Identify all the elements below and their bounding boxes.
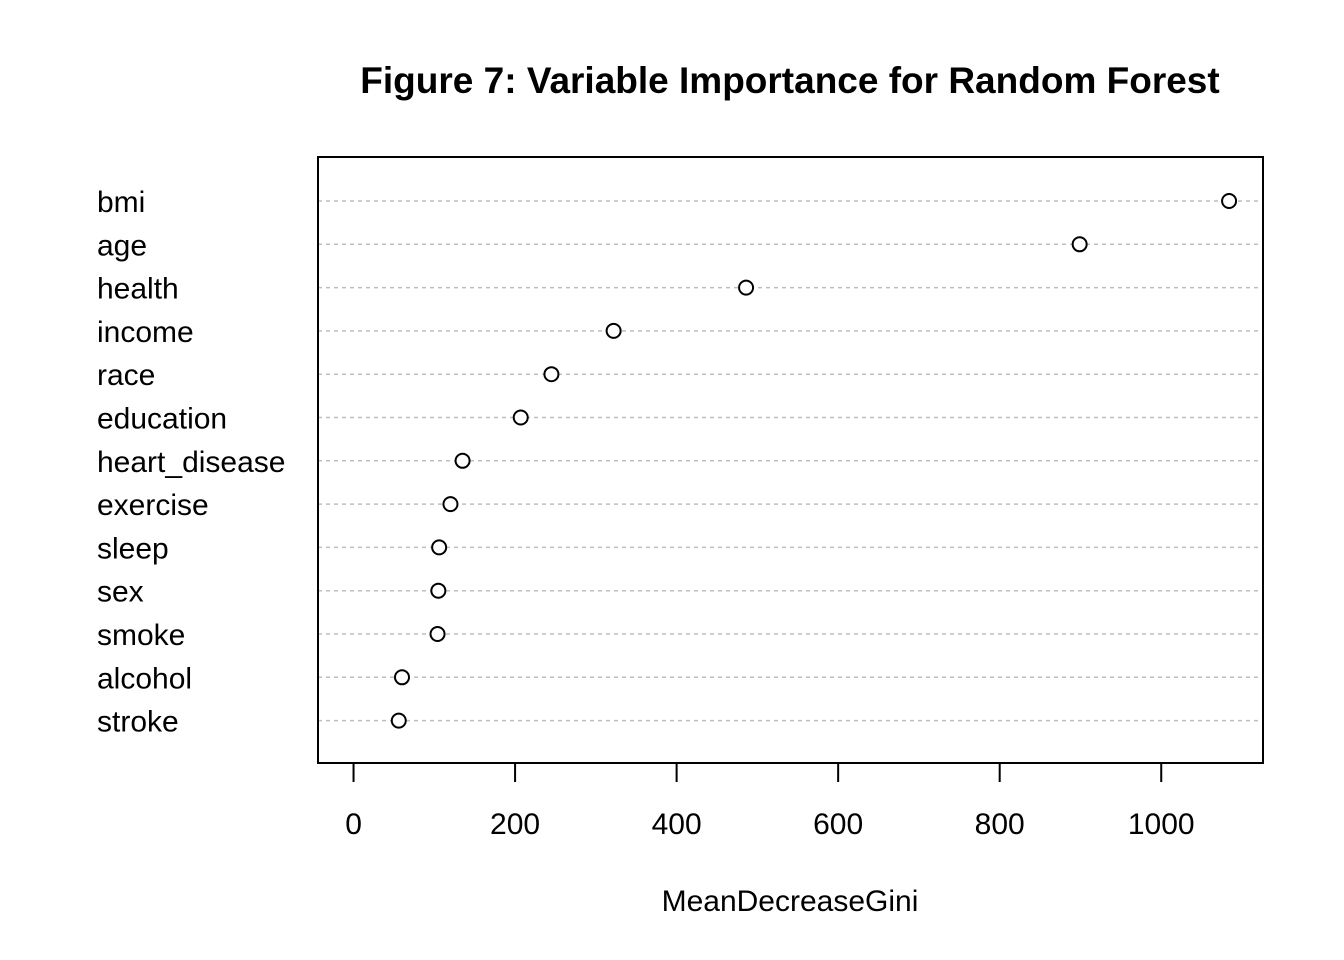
grid-lines [318,200,1263,722]
category-label-race: race [97,359,155,392]
category-label-sex: sex [97,576,144,609]
x-axis-title: MeanDecreaseGini [662,885,919,918]
category-label-income: income [97,316,194,349]
data-point-sex [430,582,447,599]
x-tick-label-600: 600 [813,808,863,841]
data-point-health [738,279,755,296]
x-tick-label-1000: 1000 [1128,808,1195,841]
data-point-age [1071,236,1088,253]
x-tick-label-800: 800 [975,808,1025,841]
category-label-age: age [97,229,147,262]
data-point-alcohol [394,669,410,686]
category-label-smoke: smoke [97,619,185,652]
category-label-alcohol: alcohol [97,662,192,695]
category-label-exercise: exercise [97,489,209,522]
x-tick-label-200: 200 [490,808,540,841]
category-label-sleep: sleep [97,532,169,565]
data-point-stroke [390,712,407,729]
category-label-education: education [97,403,227,436]
chart-title: Figure 7: Variable Importance for Random… [360,60,1219,101]
data-point-exercise [442,496,459,513]
category-label-stroke: stroke [97,706,179,739]
data-point-sleep [431,539,448,556]
data-point-race [543,366,560,383]
x-tick-label-0: 0 [345,808,362,841]
data-point-education [512,409,529,426]
data-point-income [605,322,622,339]
data-points [390,193,1238,729]
category-label-heart_disease: heart_disease [97,446,285,479]
data-point-heart_disease [454,452,471,469]
category-label-bmi: bmi [97,186,145,219]
category-labels: bmi age health income race education heart_dis… [97,186,285,739]
x-axis: 0 200 400 600 800 1000 [345,762,1195,841]
data-point-bmi [1221,193,1238,209]
x-tick-label-400: 400 [652,808,702,841]
category-label-health: health [97,273,179,306]
data-point-smoke [429,626,446,642]
